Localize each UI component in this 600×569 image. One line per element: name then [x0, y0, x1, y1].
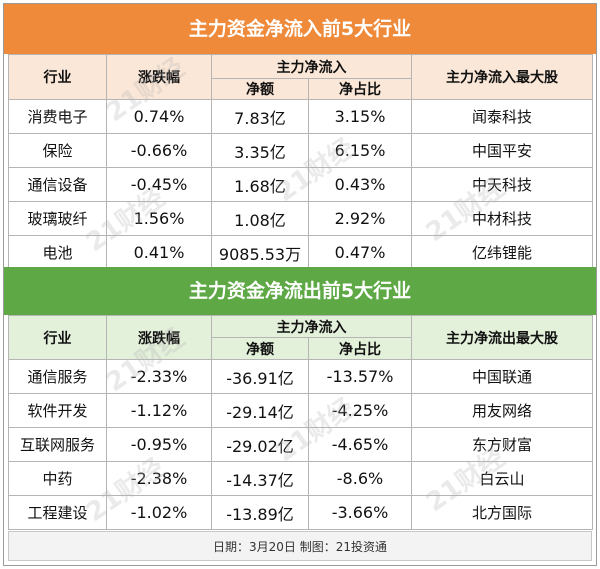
outflow-table: 行业 涨跌幅 主力净流入 主力净流出最大股 净额 净占比 通信服务 -2.33%… — [8, 315, 593, 530]
ratio-cell: 3.15% — [308, 99, 412, 134]
amount-cell: 1.08亿 — [211, 201, 309, 236]
change-cell: 0.74% — [106, 99, 212, 134]
ratio-cell: -13.57% — [308, 359, 412, 394]
stock-cell: 北方国际 — [411, 495, 593, 530]
amount-cell: -13.89亿 — [211, 495, 309, 530]
header-top-stock: 主力净流入最大股 — [411, 54, 593, 100]
header-change: 涨跌幅 — [106, 315, 212, 360]
table-frame — [3, 3, 597, 566]
header-industry: 行业 — [8, 315, 107, 360]
change-cell: -2.33% — [106, 359, 212, 394]
table-row: 消费电子 0.74% 7.83亿 3.15% 闻泰科技 — [8, 99, 593, 134]
stock-cell: 中国联通 — [411, 359, 593, 394]
amount-cell: 7.83亿 — [211, 99, 309, 134]
header-amount: 净额 — [211, 78, 309, 100]
stock-cell: 中天科技 — [411, 167, 593, 202]
header-net-inflow: 主力净流入 — [211, 54, 412, 79]
industry-cell: 消费电子 — [8, 99, 107, 134]
header-net-inflow: 主力净流入 — [211, 315, 412, 338]
change-cell: -0.95% — [106, 427, 212, 462]
ratio-cell: -4.65% — [308, 427, 412, 462]
change-cell: -2.38% — [106, 461, 212, 496]
inflow-table: 行业 涨跌幅 主力净流入 主力净流入最大股 净额 净占比 消费电子 0.74% … — [8, 54, 593, 270]
industry-cell: 玻璃玻纤 — [8, 201, 107, 236]
table-row: 玻璃玻纤 1.56% 1.08亿 2.92% 中材科技 — [8, 201, 593, 236]
stock-cell: 用友网络 — [411, 393, 593, 428]
ratio-cell: 0.47% — [308, 235, 412, 270]
table-row: 电池 0.41% 9085.53万 0.47% 亿纬锂能 — [8, 235, 593, 270]
table-row: 软件开发 -1.12% -29.14亿 -4.25% 用友网络 — [8, 393, 593, 428]
header-top-stock: 主力净流出最大股 — [411, 315, 593, 360]
header-ratio: 净占比 — [308, 337, 412, 360]
table-row: 中药 -2.38% -14.37亿 -8.6% 白云山 — [8, 461, 593, 496]
header-ratio: 净占比 — [308, 78, 412, 100]
amount-cell: -29.14亿 — [211, 393, 309, 428]
change-cell: -1.12% — [106, 393, 212, 428]
stock-cell: 东方财富 — [411, 427, 593, 462]
industry-cell: 通信服务 — [8, 359, 107, 394]
amount-cell: 3.35亿 — [211, 133, 309, 168]
industry-cell: 电池 — [8, 235, 107, 270]
change-cell: 0.41% — [106, 235, 212, 270]
amount-cell: 1.68亿 — [211, 167, 309, 202]
stock-cell: 亿纬锂能 — [411, 235, 593, 270]
outflow-title: 主力资金净流出前5大行业 — [4, 267, 596, 315]
table-row: 通信设备 -0.45% 1.68亿 0.43% 中天科技 — [8, 167, 593, 202]
amount-cell: 9085.53万 — [211, 235, 309, 270]
change-cell: -0.45% — [106, 167, 212, 202]
header-amount: 净额 — [211, 337, 309, 360]
table-row: 保险 -0.66% 3.35亿 6.15% 中国平安 — [8, 133, 593, 168]
ratio-cell: -4.25% — [308, 393, 412, 428]
table-row: 互联网服务 -0.95% -29.02亿 -4.65% 东方财富 — [8, 427, 593, 462]
stock-cell: 白云山 — [411, 461, 593, 496]
change-cell: 1.56% — [106, 201, 212, 236]
industry-cell: 互联网服务 — [8, 427, 107, 462]
ratio-cell: -8.6% — [308, 461, 412, 496]
table-row: 通信服务 -2.33% -36.91亿 -13.57% 中国联通 — [8, 359, 593, 394]
inflow-title: 主力资金净流入前5大行业 — [4, 4, 596, 54]
header-industry: 行业 — [8, 54, 107, 100]
stock-cell: 闻泰科技 — [411, 99, 593, 134]
change-cell: -1.02% — [106, 495, 212, 530]
table-row: 工程建设 -1.02% -13.89亿 -3.66% 北方国际 — [8, 495, 593, 530]
change-cell: -0.66% — [106, 133, 212, 168]
ratio-cell: 0.43% — [308, 167, 412, 202]
industry-cell: 通信设备 — [8, 167, 107, 202]
amount-cell: -14.37亿 — [211, 461, 309, 496]
header-change: 涨跌幅 — [106, 54, 212, 100]
amount-cell: -36.91亿 — [211, 359, 309, 394]
amount-cell: -29.02亿 — [211, 427, 309, 462]
industry-cell: 保险 — [8, 133, 107, 168]
industry-cell: 工程建设 — [8, 495, 107, 530]
ratio-cell: 2.92% — [308, 201, 412, 236]
footer-caption: 日期：3月20日 制图：21投资通 — [8, 531, 592, 561]
industry-cell: 中药 — [8, 461, 107, 496]
industry-cell: 软件开发 — [8, 393, 107, 428]
ratio-cell: 6.15% — [308, 133, 412, 168]
stock-cell: 中国平安 — [411, 133, 593, 168]
ratio-cell: -3.66% — [308, 495, 412, 530]
stock-cell: 中材科技 — [411, 201, 593, 236]
